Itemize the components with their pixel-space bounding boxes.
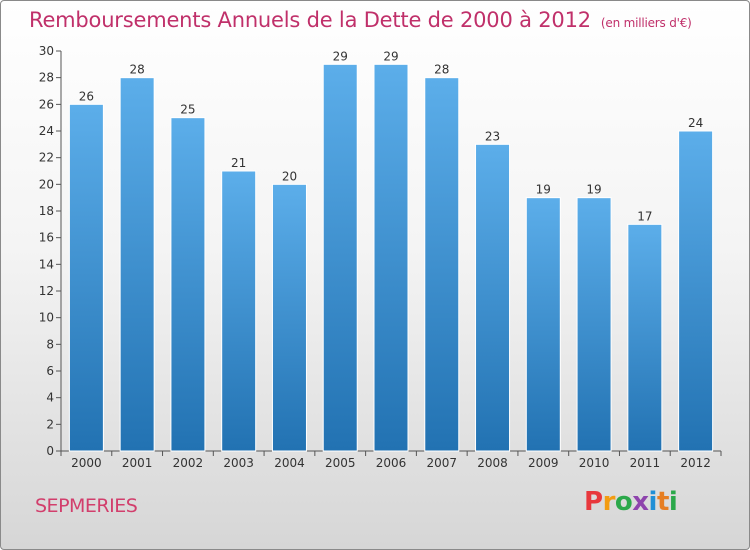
y-tick-label: 8: [46, 337, 54, 351]
y-tick-label: 6: [46, 364, 54, 378]
x-axis: 2000 2001 2002 2003 2004 2005 2006 2007 2008 2009…: [60, 450, 722, 470]
bar-2009: [525, 197, 561, 452]
y-tick-label: 4: [46, 391, 54, 405]
bar-2008: [475, 143, 511, 452]
value-label-2007: 28: [434, 63, 449, 77]
bar-2010: [576, 197, 612, 452]
y-tick-label: 14: [39, 257, 54, 271]
x-tick-label: 2011: [630, 456, 661, 470]
proxiti-logo[interactable]: Proxiti: [584, 487, 678, 517]
bar-2005: [322, 63, 358, 452]
value-label-2008: 23: [485, 129, 500, 143]
x-tick-label: 2010: [579, 456, 610, 470]
y-tick-label: 12: [39, 284, 54, 298]
x-tick-label: 2006: [376, 456, 407, 470]
y-tick-label: 26: [39, 97, 54, 111]
value-label-2012: 24: [688, 116, 703, 130]
value-label-2006: 29: [383, 49, 398, 63]
bar-2000: [68, 103, 104, 452]
value-label-2002: 25: [180, 103, 195, 117]
chart-unit: (en milliers d'€): [600, 16, 692, 30]
y-tick-label: 10: [39, 311, 54, 325]
y-tick-label: 30: [39, 44, 54, 58]
value-label-2011: 17: [637, 209, 652, 223]
y-tick-label: 28: [39, 71, 54, 85]
y-tick-label: 24: [39, 124, 54, 138]
bar-2012: [678, 130, 714, 452]
x-tick-label: 2005: [325, 456, 356, 470]
y-tick-label: 16: [39, 231, 54, 245]
x-tick-label: 2012: [680, 456, 711, 470]
y-tick-label: 22: [39, 151, 54, 165]
value-label-2005: 29: [333, 49, 348, 63]
x-tick-label: 2007: [426, 456, 457, 470]
x-tick-label: 2001: [122, 456, 153, 470]
value-label-2001: 28: [130, 63, 145, 77]
y-tick-label: 0: [46, 444, 54, 458]
chart-title-text: Remboursements Annuels de la Dette de 20…: [29, 8, 591, 32]
logo-letter: i: [648, 487, 658, 517]
value-labels: 26 28 25 21 20 29 29 28 23 19 19 17 24: [79, 49, 704, 223]
city-name: SEPMERIES: [35, 495, 138, 517]
value-label-2010: 19: [586, 183, 601, 197]
logo-letter: x: [632, 487, 649, 517]
y-tick-label: 18: [39, 204, 54, 218]
logo-letter: i: [668, 487, 678, 517]
bar-2007: [424, 77, 460, 452]
logo-letter: t: [656, 487, 669, 517]
bar-2003: [221, 170, 257, 452]
y-tick-label: 2: [46, 417, 54, 431]
bar-2001: [119, 77, 155, 452]
x-tick-label: 2009: [528, 456, 559, 470]
bar-2011: [627, 223, 663, 452]
logo-letter: r: [602, 487, 616, 517]
logo-letter: P: [584, 487, 603, 517]
logo-letter: o: [614, 487, 633, 517]
x-tick-label: 2003: [223, 456, 254, 470]
bar-2006: [373, 63, 409, 452]
value-label-2000: 26: [79, 89, 94, 103]
x-tick-label: 2008: [477, 456, 508, 470]
value-label-2009: 19: [536, 183, 551, 197]
x-tick-label: 2002: [173, 456, 204, 470]
bar-2002: [170, 117, 206, 452]
x-tick-label: 2004: [274, 456, 305, 470]
chart-title: Remboursements Annuels de la Dette de 20…: [29, 8, 692, 32]
y-tick-label: 20: [39, 177, 54, 191]
value-label-2003: 21: [231, 156, 246, 170]
bar-2004: [271, 183, 307, 452]
value-label-2004: 20: [282, 169, 297, 183]
bars-group: [68, 63, 714, 452]
x-tick-label: 2000: [71, 456, 102, 470]
